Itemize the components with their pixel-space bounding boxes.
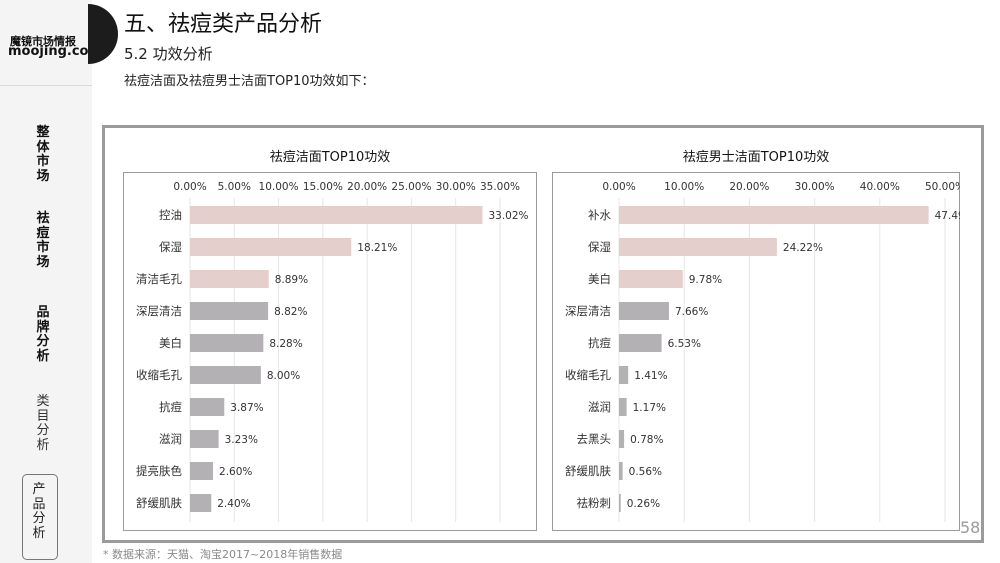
acne-cleanser-effects-chart: 0.00% 5.00% 10.00% 15.00% 20.00% 25.00% 30.00%…: [123, 172, 537, 531]
x-tick-label: 30.00%: [795, 181, 835, 193]
title-marker-shape: [88, 4, 118, 64]
bar: [619, 494, 621, 512]
value-label: 7.66%: [675, 306, 708, 318]
value-label: 9.78%: [689, 274, 722, 286]
bar: [619, 270, 683, 288]
value-label: 0.26%: [627, 498, 660, 510]
category-label: 提亮肤色: [136, 464, 182, 478]
value-label: 0.56%: [629, 466, 662, 478]
category-label: 祛粉刺: [577, 496, 612, 510]
value-label: 8.28%: [269, 338, 302, 350]
bar: [190, 462, 214, 480]
category-label: 保湿: [588, 240, 611, 254]
category-label: 控油: [159, 208, 182, 222]
charts-frame: [102, 125, 984, 543]
men-acne-cleanser-effects-chart: 0.00% 10.00% 20.00% 30.00% 40.00% 50.00% 补水 47.…: [552, 172, 960, 531]
page-number: 58: [960, 518, 981, 537]
nav-item-overall-market[interactable]: 整体市场: [36, 125, 50, 184]
page-subtitle: 5.2 功效分析: [124, 45, 213, 63]
nav-item-product-analysis-label: 产品分析: [32, 482, 46, 541]
x-tick-label: 15.00%: [303, 181, 343, 193]
x-tick-label: 10.00%: [259, 181, 299, 193]
x-tick-label: 0.00%: [602, 181, 635, 193]
x-tick-label: 0.00%: [173, 181, 206, 193]
x-tick-label: 10.00%: [664, 181, 704, 193]
bar: [619, 334, 662, 352]
bar: [619, 302, 669, 320]
x-tick-label: 20.00%: [347, 181, 387, 193]
value-label: 2.60%: [219, 466, 252, 478]
bar: [619, 366, 629, 384]
value-label: 1.17%: [633, 402, 666, 414]
value-label: 1.41%: [634, 370, 667, 382]
category-label: 去黑头: [577, 432, 612, 446]
bar: [190, 270, 269, 288]
bar: [619, 238, 777, 256]
logo-divider: [0, 85, 92, 86]
x-tick-label: 25.00%: [391, 181, 431, 193]
x-tick-label: 30.00%: [436, 181, 476, 193]
chart-panel-border: [123, 172, 537, 531]
value-label: 33.02%: [488, 210, 528, 222]
page-title: 五、祛痘类产品分析: [124, 12, 323, 37]
bar: [190, 398, 225, 416]
nav-item-acne-market[interactable]: 祛痘市场: [36, 211, 50, 270]
bar: [190, 302, 269, 320]
bar: [190, 366, 261, 384]
category-label: 深层清洁: [565, 304, 611, 318]
page-description: 祛痘洁面及祛痘男士洁面TOP10功效如下：: [124, 74, 375, 89]
chart-title-left: 祛痘洁面TOP10功效: [269, 150, 391, 165]
value-label: 18.21%: [357, 242, 397, 254]
category-label: 收缩毛孔: [136, 368, 182, 382]
category-label: 滋润: [588, 400, 611, 414]
logo-text-en: moojing.com: [8, 44, 103, 59]
bar: [190, 206, 483, 224]
value-label: 3.87%: [230, 402, 263, 414]
category-label: 舒缓肌肤: [565, 464, 611, 478]
bar: [190, 334, 264, 352]
chart-panel-border: [552, 172, 960, 531]
nav-item-category-analysis[interactable]: 类目分析: [36, 394, 50, 453]
category-label: 清洁毛孔: [136, 272, 182, 286]
category-label: 补水: [588, 208, 611, 222]
sidebar: 魔镜市场情报 moojing.com 整体市场 祛痘市场 品牌分析 类目分析 产…: [0, 0, 102, 563]
value-label: 6.53%: [668, 338, 701, 350]
value-label: 2.40%: [217, 498, 250, 510]
chart-title-right: 祛痘男士洁面TOP10功效: [682, 150, 830, 165]
value-label: 47.49%: [935, 210, 960, 222]
category-label: 滋润: [159, 432, 182, 446]
category-label: 抗痘: [159, 400, 182, 414]
bar: [619, 398, 627, 416]
bar: [190, 238, 352, 256]
category-label: 美白: [588, 272, 611, 286]
bar: [619, 206, 929, 224]
x-tick-label: 35.00%: [480, 181, 520, 193]
nav-item-brand-analysis[interactable]: 品牌分析: [36, 305, 50, 364]
value-label: 8.00%: [267, 370, 300, 382]
x-tick-label: 20.00%: [729, 181, 769, 193]
x-tick-label: 50.00%: [925, 181, 960, 193]
category-label: 收缩毛孔: [565, 368, 611, 382]
value-label: 24.22%: [783, 242, 823, 254]
category-label: 抗痘: [588, 336, 611, 350]
data-source-footnote: * 数据来源：天猫、淘宝2017~2018年销售数据: [103, 548, 343, 561]
nav-item-product-analysis-active[interactable]: 产品分析: [22, 474, 58, 560]
value-label: 0.78%: [630, 434, 663, 446]
value-label: 8.89%: [275, 274, 308, 286]
bar: [619, 430, 625, 448]
category-label: 深层清洁: [136, 304, 182, 318]
category-label: 保湿: [159, 240, 182, 254]
x-tick-label: 5.00%: [218, 181, 251, 193]
category-label: 美白: [159, 336, 182, 350]
logo-text-cn: 魔镜市场情报: [10, 35, 76, 48]
value-label: 8.82%: [274, 306, 307, 318]
x-tick-label: 40.00%: [860, 181, 900, 193]
bar: [190, 430, 219, 448]
bar: [619, 462, 623, 480]
value-label: 3.23%: [225, 434, 258, 446]
bar: [190, 494, 212, 512]
category-label: 舒缓肌肤: [136, 496, 182, 510]
